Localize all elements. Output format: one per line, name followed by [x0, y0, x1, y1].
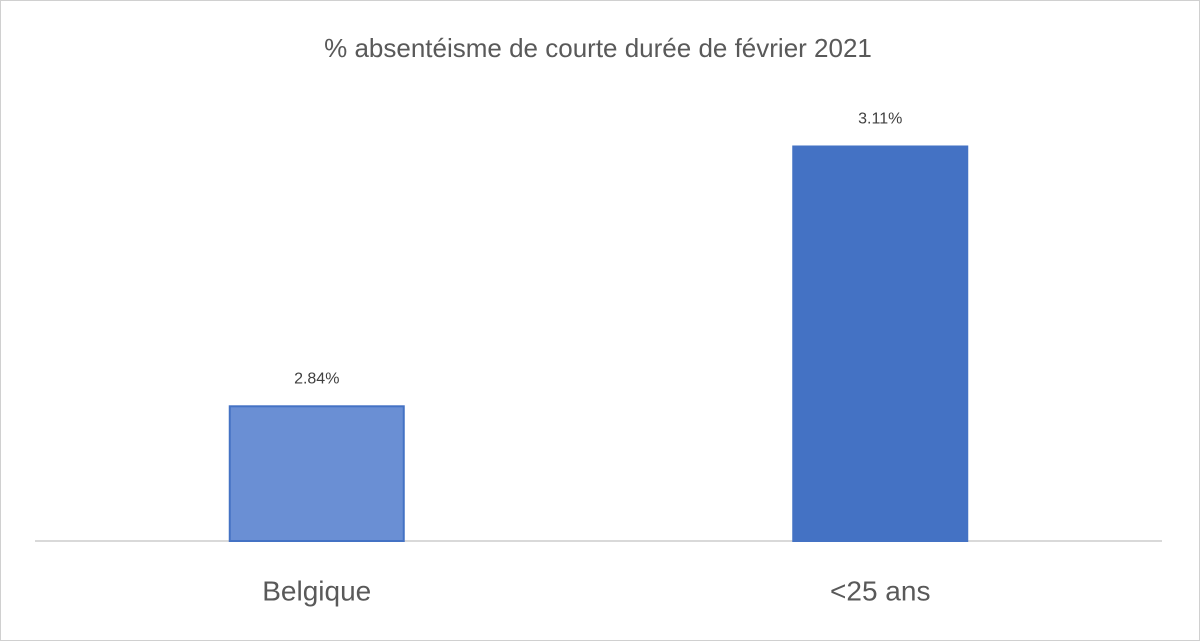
chart-title: % absentéisme de courte durée de février…: [324, 33, 872, 63]
bar: [228, 405, 405, 542]
value-label: 2.84%: [294, 371, 339, 388]
value-label: 3.11%: [858, 111, 902, 128]
x-tick-label: Belgique: [262, 575, 371, 606]
x-tick-label: <25 ans: [830, 575, 930, 606]
bar: [792, 145, 969, 542]
